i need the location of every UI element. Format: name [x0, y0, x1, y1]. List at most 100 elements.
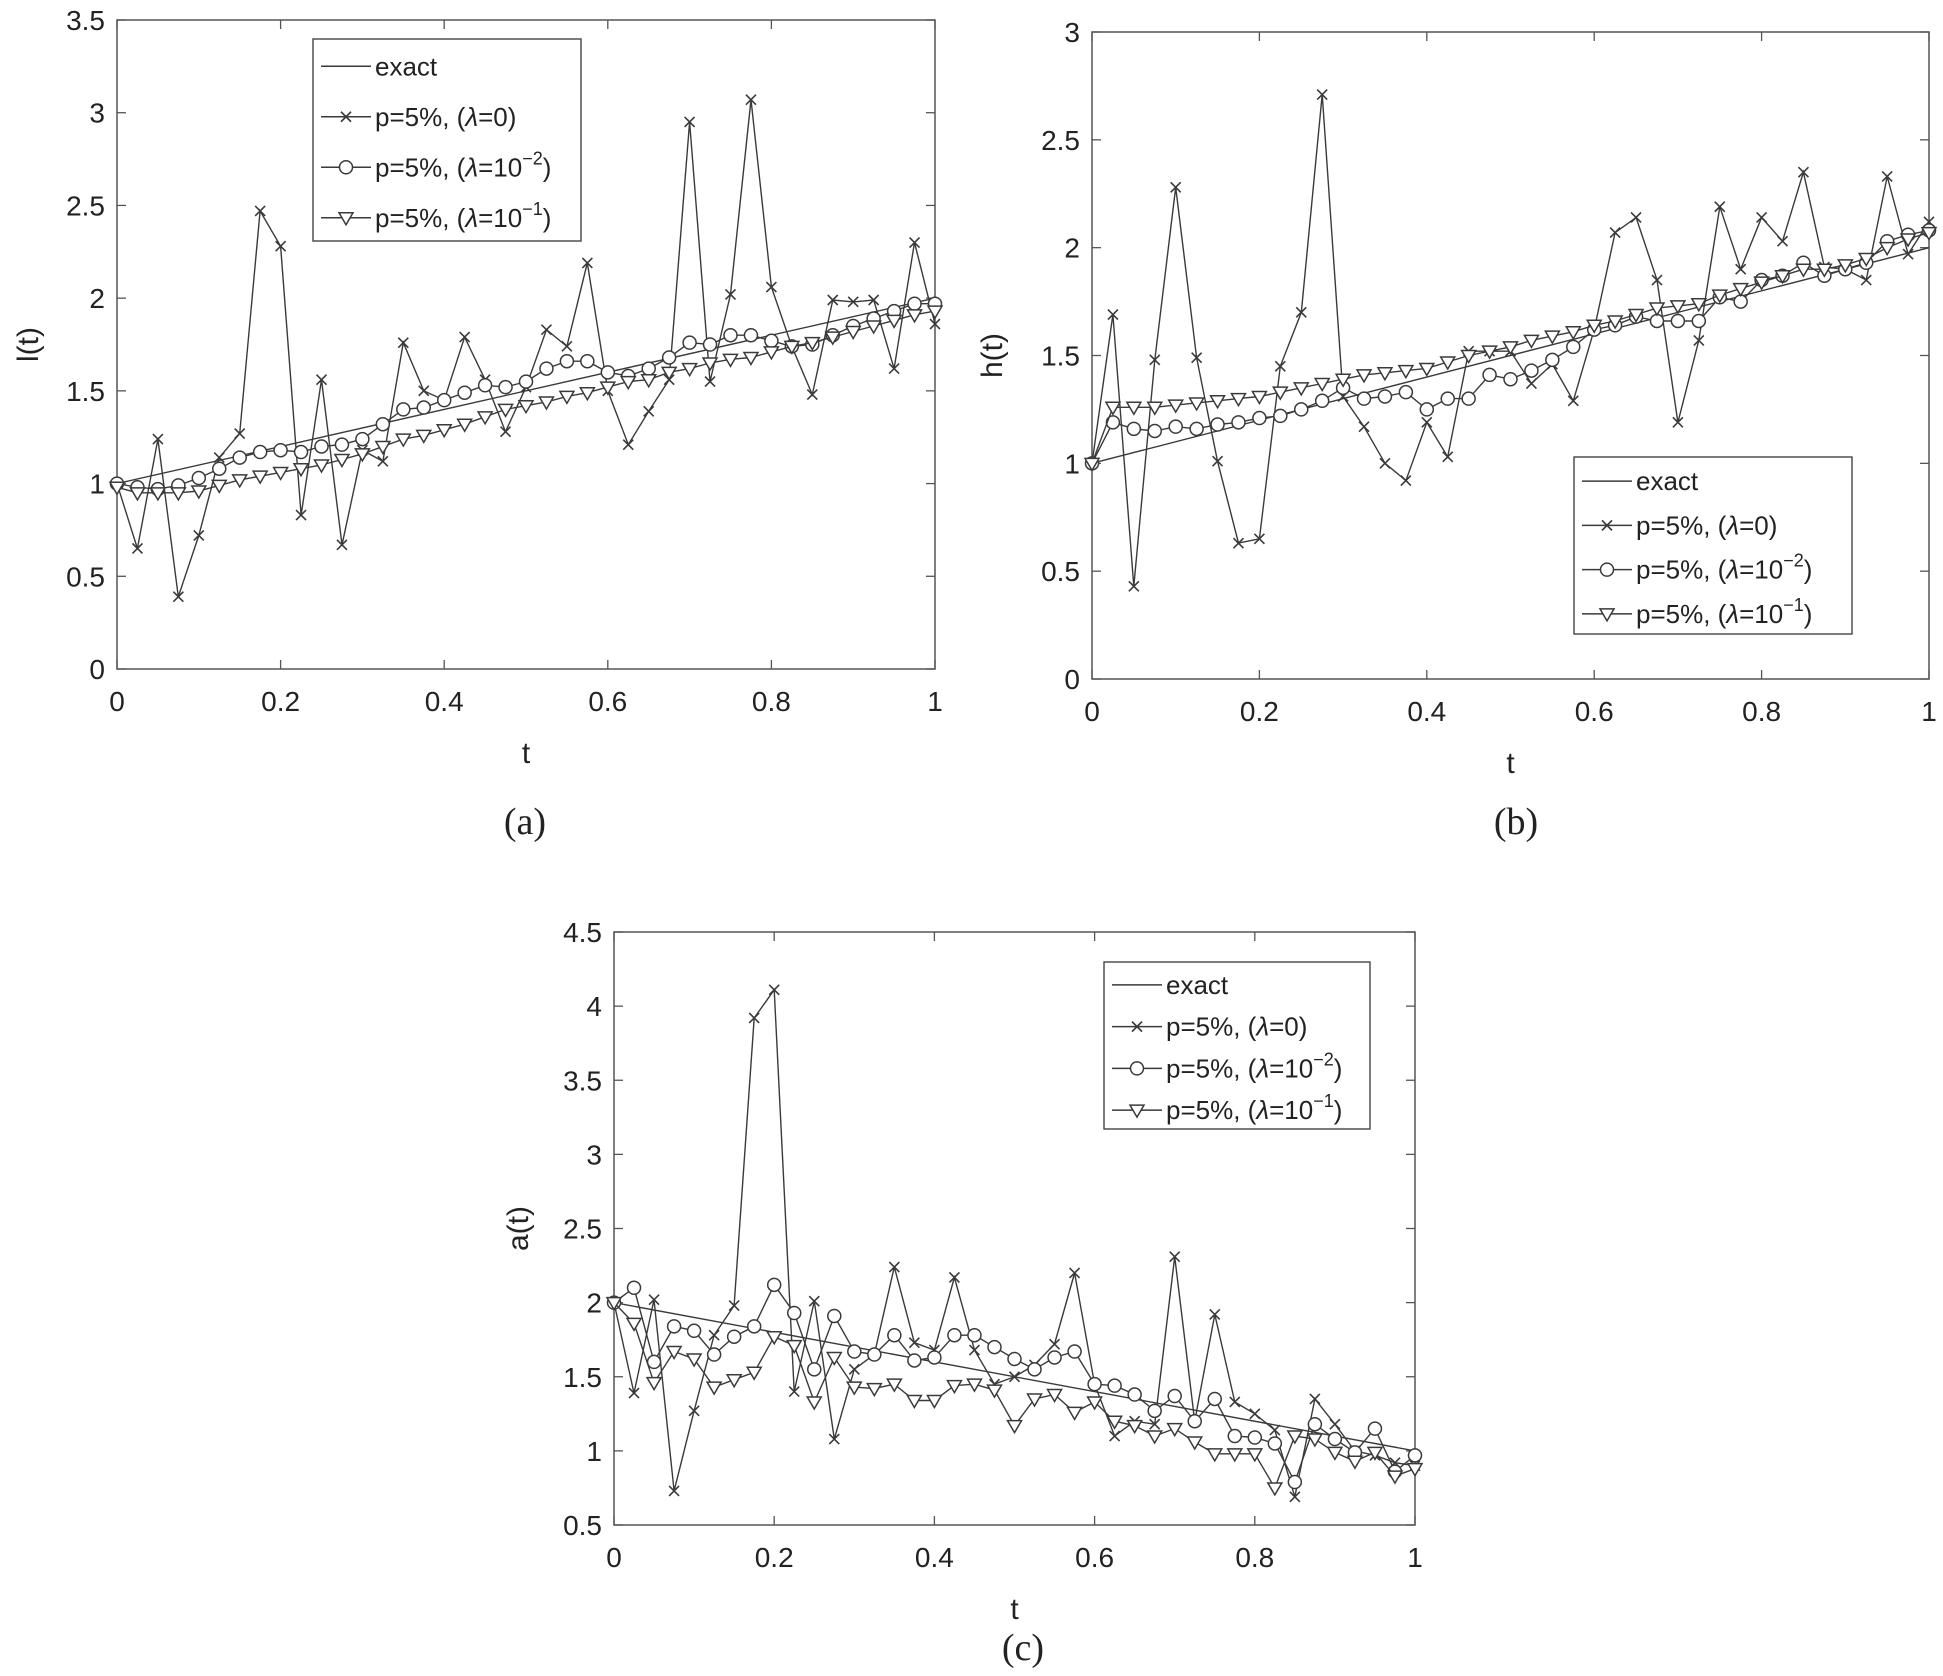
data-point — [763, 346, 780, 361]
data-point — [765, 1330, 783, 1346]
data-point — [1206, 1448, 1224, 1463]
data-point — [1231, 415, 1246, 430]
data-point — [170, 487, 187, 502]
data-point — [1249, 1408, 1261, 1420]
legend-text: =0) — [1269, 1012, 1307, 1042]
data-point — [1753, 276, 1770, 291]
data-point — [1008, 1371, 1021, 1383]
data-point — [1272, 386, 1289, 401]
data-point — [768, 984, 780, 996]
data-point — [1566, 339, 1581, 355]
y-tick-label: 1.5 — [66, 376, 105, 407]
data-point — [456, 418, 473, 433]
data-point — [745, 94, 757, 106]
data-point — [275, 240, 287, 252]
data-point — [1329, 1418, 1341, 1430]
y-tick-label: 1 — [1064, 448, 1080, 479]
data-point — [416, 400, 431, 415]
data-point — [1836, 259, 1854, 274]
legend-entry: p=5%, (λ=10−2) — [375, 148, 551, 182]
y-tick-label: 0 — [89, 654, 105, 685]
legend-text: ) — [1334, 1095, 1343, 1125]
x-axis-label: t — [1506, 747, 1515, 780]
data-point — [645, 1376, 663, 1392]
data-point — [561, 340, 573, 352]
data-point — [315, 374, 328, 386]
y-tick-label: 2.5 — [1041, 125, 1080, 156]
data-point — [1795, 263, 1812, 278]
data-point — [803, 336, 821, 352]
data-point — [1691, 313, 1707, 329]
data-point — [888, 363, 900, 375]
data-point — [435, 424, 453, 439]
data-point — [1356, 391, 1372, 406]
x-tick-label: 0 — [109, 686, 125, 717]
data-point — [1026, 1393, 1043, 1408]
data-point — [1166, 1422, 1184, 1438]
data-point — [1167, 1388, 1182, 1404]
data-point — [1406, 1462, 1424, 1478]
data-point — [1226, 1448, 1244, 1463]
data-point — [1147, 1403, 1162, 1419]
data-point — [1316, 88, 1328, 101]
plot-area-a — [116, 19, 936, 670]
caption-b: (b) — [1493, 801, 1539, 843]
data-point — [907, 296, 922, 311]
data-point — [1147, 423, 1163, 439]
legend-entry: p=5%, (λ=0) — [1166, 1012, 1307, 1042]
data-point — [927, 1350, 942, 1365]
y-tick-label: 3 — [1064, 17, 1080, 48]
data-point — [149, 487, 167, 502]
data-point — [722, 353, 739, 368]
data-point — [948, 1271, 960, 1283]
x-tick-label: 0.6 — [1075, 1542, 1114, 1573]
data-point — [626, 1280, 642, 1296]
data-point — [1109, 1430, 1121, 1442]
data-point — [1027, 1362, 1042, 1377]
legend-marker — [1131, 1021, 1143, 1033]
data-point — [1186, 1436, 1204, 1451]
legend-entry: p=5%, (λ=10−1) — [1166, 1091, 1342, 1125]
data-point — [1379, 457, 1391, 469]
data-point — [1126, 421, 1142, 437]
data-point — [1252, 410, 1267, 426]
data-point — [581, 257, 593, 269]
data-point — [1690, 297, 1708, 313]
data-point — [705, 1381, 723, 1396]
data-point — [272, 466, 289, 481]
data-point — [946, 1379, 963, 1395]
data-point — [1606, 315, 1624, 330]
data-point — [1669, 300, 1687, 315]
legend-marker — [338, 160, 354, 175]
data-point — [908, 1337, 920, 1349]
data-point — [1149, 1418, 1161, 1430]
legend-text: ) — [1334, 1053, 1343, 1083]
legend-box — [1103, 961, 1371, 1130]
data-point — [1107, 308, 1119, 321]
data-point — [377, 455, 389, 467]
data-point — [967, 1327, 982, 1343]
data-point — [619, 375, 637, 391]
y-tick-label: 1 — [586, 1436, 602, 1467]
data-point — [1170, 181, 1182, 193]
data-point — [929, 318, 941, 330]
legend-text: p=5%, ( — [375, 203, 466, 233]
legend-text: =10 — [1269, 1095, 1313, 1125]
data-point — [726, 1329, 742, 1344]
series-3 — [1083, 226, 1938, 472]
data-point — [666, 1319, 682, 1334]
data-point — [825, 1351, 843, 1366]
data-point — [1523, 334, 1540, 349]
data-point — [1087, 1376, 1102, 1392]
data-point — [1481, 345, 1498, 360]
legend-exponent: −2 — [1783, 551, 1804, 571]
data-point — [210, 479, 228, 494]
data-point — [394, 433, 412, 448]
data-point — [1289, 1491, 1301, 1503]
legend-text: p=5%, ( — [1636, 599, 1727, 629]
data-point — [1630, 211, 1642, 224]
data-point — [827, 1308, 842, 1324]
data-point — [193, 529, 205, 542]
data-point — [748, 1012, 760, 1024]
data-point — [108, 481, 126, 496]
